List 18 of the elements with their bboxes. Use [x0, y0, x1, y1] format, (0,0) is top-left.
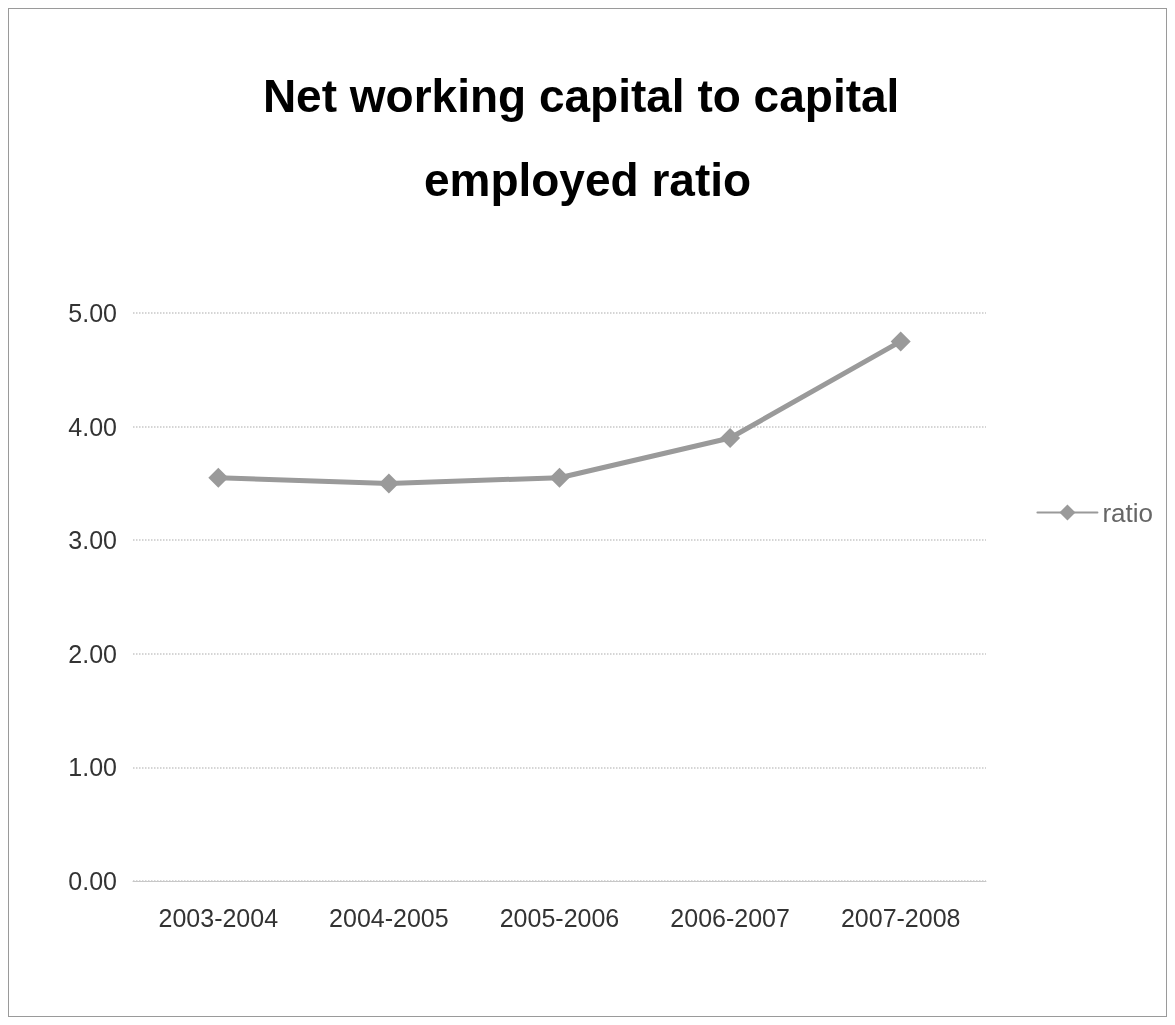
point — [720, 427, 741, 448]
y-tick-label: 2.00 — [68, 639, 117, 668]
x-tick-label: 2004-2005 — [329, 903, 449, 932]
x-tick-label: 2006-2007 — [670, 903, 790, 932]
x-tick-label: 2007-2008 — [840, 903, 961, 932]
point — [549, 467, 570, 488]
point — [890, 331, 911, 352]
y-tick-label: 5.00 — [68, 299, 117, 327]
point — [378, 473, 399, 494]
y-tick-label: 0.00 — [68, 867, 117, 895]
chart-title: Net working capital to capital employed ratio — [262, 70, 913, 206]
y-tick-label: 1.00 — [68, 753, 117, 782]
legend-label: ratio — [1102, 497, 1153, 528]
x-tick-label: 2005-2006 — [499, 903, 620, 932]
y-tick-label: 4.00 — [68, 412, 117, 441]
x-tick-label: 2003-2004 — [158, 903, 279, 932]
y-tick-label: 3.00 — [68, 526, 117, 555]
point — [208, 467, 229, 488]
